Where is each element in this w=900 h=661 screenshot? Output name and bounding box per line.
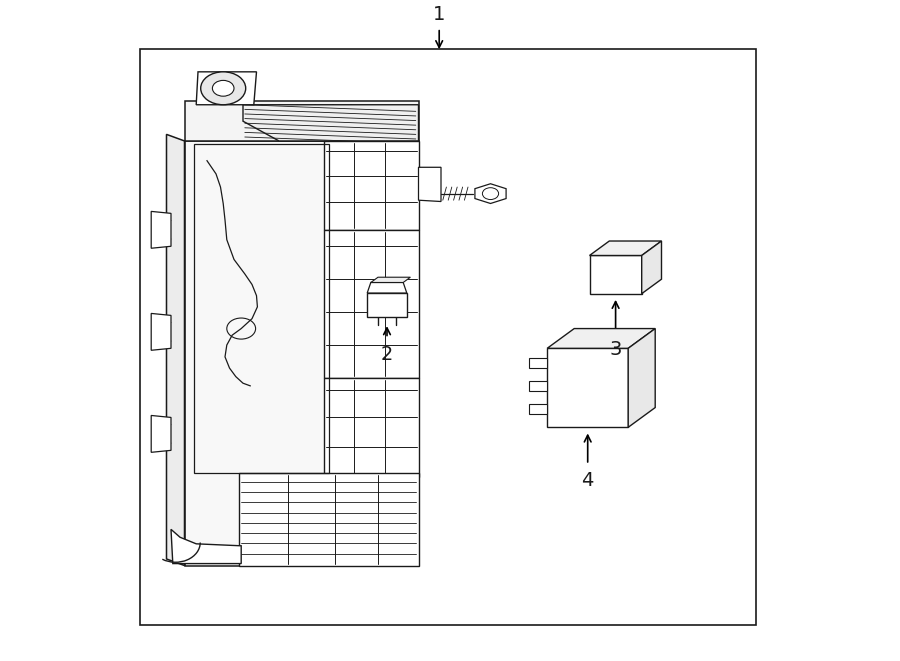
Bar	[140, 49, 756, 625]
Polygon shape	[196, 72, 256, 104]
Polygon shape	[529, 405, 547, 414]
Polygon shape	[367, 293, 407, 317]
Polygon shape	[238, 473, 418, 566]
Polygon shape	[547, 329, 655, 348]
Polygon shape	[151, 212, 171, 249]
Polygon shape	[324, 230, 418, 378]
Polygon shape	[324, 378, 418, 477]
Polygon shape	[166, 134, 184, 566]
Polygon shape	[171, 529, 241, 564]
Text: 4: 4	[581, 471, 594, 490]
Polygon shape	[184, 101, 418, 141]
Text: 1: 1	[433, 5, 446, 24]
Polygon shape	[243, 104, 418, 141]
Polygon shape	[590, 256, 642, 293]
Polygon shape	[475, 184, 506, 204]
Polygon shape	[184, 141, 418, 566]
Polygon shape	[367, 282, 407, 293]
Polygon shape	[547, 348, 628, 427]
Text: 3: 3	[609, 340, 622, 359]
Polygon shape	[418, 167, 441, 202]
Polygon shape	[529, 381, 547, 391]
Polygon shape	[151, 313, 171, 350]
Polygon shape	[324, 141, 418, 230]
Polygon shape	[151, 416, 171, 452]
Polygon shape	[642, 241, 662, 293]
Text: 2: 2	[381, 345, 393, 364]
Circle shape	[201, 72, 246, 104]
Circle shape	[212, 81, 234, 97]
Polygon shape	[529, 358, 547, 368]
Polygon shape	[628, 329, 655, 427]
Polygon shape	[590, 241, 662, 256]
Polygon shape	[371, 277, 410, 282]
